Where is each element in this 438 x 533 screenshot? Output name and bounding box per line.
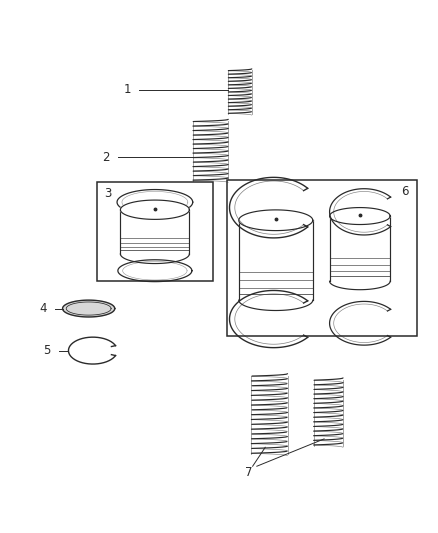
Text: 4: 4 (39, 302, 46, 315)
Text: 1: 1 (123, 83, 131, 96)
Polygon shape (120, 209, 189, 254)
Text: 6: 6 (402, 185, 409, 198)
Polygon shape (330, 207, 390, 224)
Text: 7: 7 (245, 466, 252, 479)
Text: 2: 2 (102, 151, 110, 164)
Text: 3: 3 (105, 188, 112, 200)
Polygon shape (63, 300, 115, 317)
Polygon shape (239, 210, 313, 231)
Polygon shape (120, 200, 189, 220)
Bar (97, 182, 213, 281)
Polygon shape (329, 216, 390, 281)
Bar (227, 180, 417, 336)
Text: 5: 5 (43, 344, 51, 357)
Polygon shape (239, 220, 313, 300)
